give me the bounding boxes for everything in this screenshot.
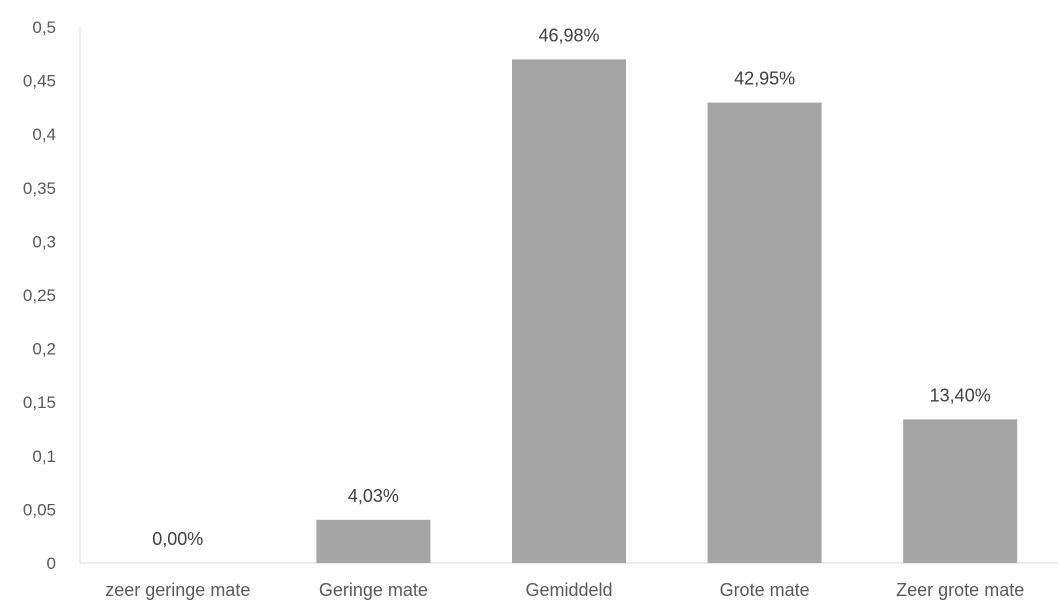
y-tick-label: 0,05 [23, 500, 56, 519]
bar [903, 419, 1018, 563]
y-tick-label: 0,3 [32, 232, 56, 251]
y-tick-label: 0,1 [32, 447, 56, 466]
y-tick-label: 0,15 [23, 393, 56, 412]
data-label: 46,98% [538, 25, 599, 45]
bar [707, 102, 822, 564]
bar [316, 519, 431, 563]
data-label: 0,00% [152, 529, 203, 549]
bars [316, 59, 1018, 564]
y-axis-ticks: 0 0,05 0,1 0,15 0,2 0,25 0,3 0,35 0,4 0,45 0,5 [23, 18, 56, 573]
category-labels: zeer geringe mate Geringe mate Gemiddeld Gr… [105, 580, 1024, 600]
y-tick-label: 0,25 [23, 286, 56, 305]
y-tick-label: 0,2 [32, 340, 56, 359]
data-labels: 0,00% 4,03% 46,98% 42,95% 13,40% [152, 25, 990, 549]
y-tick-label: 0 [47, 554, 56, 573]
category-label: zeer geringe mate [105, 580, 250, 600]
bar [512, 59, 626, 564]
data-label: 42,95% [734, 69, 795, 89]
y-tick-label: 0,35 [23, 179, 56, 198]
category-label: Gemiddeld [525, 580, 612, 600]
data-label: 4,03% [348, 486, 399, 506]
category-label: Grote mate [720, 580, 810, 600]
category-label: Geringe mate [319, 580, 428, 600]
category-label: Zeer grote mate [896, 580, 1024, 600]
y-tick-label: 0,4 [32, 125, 56, 144]
data-label: 13,40% [930, 385, 991, 405]
y-tick-label: 0,5 [32, 18, 56, 37]
y-tick-label: 0,45 [23, 72, 56, 91]
